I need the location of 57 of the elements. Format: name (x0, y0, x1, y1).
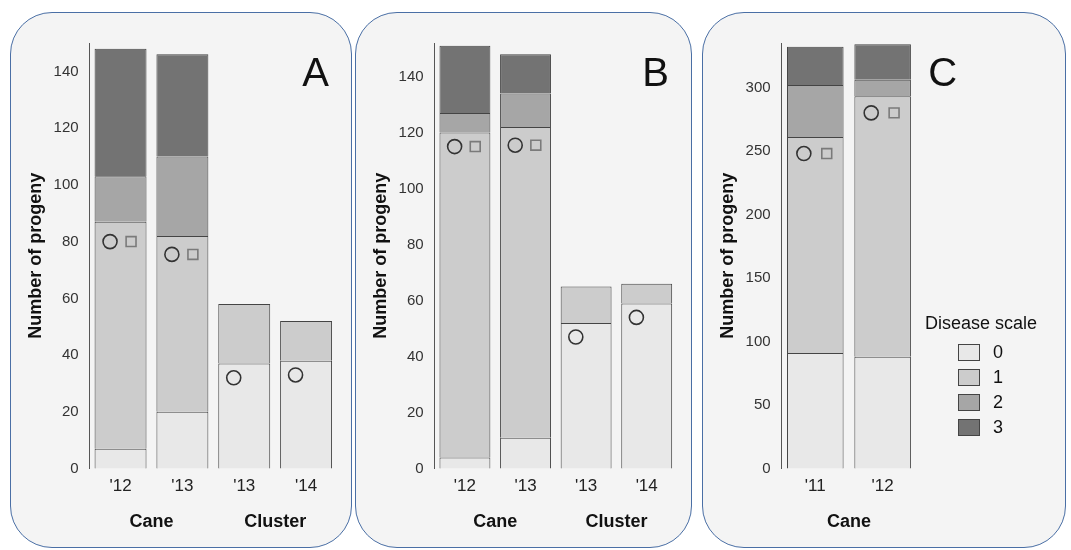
y-tick-label: 40 (61, 345, 79, 363)
y-tick-label: 100 (53, 175, 79, 193)
legend-label: 2 (993, 392, 1004, 413)
chart-title: A (302, 50, 330, 95)
y-tick-label: 0 (762, 458, 771, 476)
point (507, 137, 524, 153)
x-tick-label: '14 (635, 476, 658, 496)
y-tick-label: 40 (406, 346, 424, 364)
x-tick-label: '11 (804, 476, 826, 496)
legend-label: 1 (993, 367, 1004, 388)
y-tick-label: 60 (61, 288, 79, 306)
y-tick-label: 300 (745, 77, 771, 95)
x-tick-label: '12 (871, 476, 894, 496)
y-tick-label: 100 (398, 178, 424, 196)
point (628, 309, 645, 326)
x-tick-label: '13 (575, 476, 598, 496)
y-tick-label: 80 (61, 231, 79, 249)
y-tick-label: 120 (398, 122, 424, 140)
legend-label: 0 (993, 342, 1004, 363)
point (225, 370, 242, 386)
y-axis-title: Number of progeny (24, 172, 45, 339)
legend-title: Disease scale (925, 313, 1039, 334)
x-tick-label: '13 (233, 476, 256, 496)
point (164, 246, 180, 263)
y-tick-label: 0 (70, 458, 79, 476)
x-tick-label: '13 (171, 476, 194, 496)
chart-title: C (928, 50, 958, 95)
y-tick-label: 100 (745, 331, 771, 349)
y-tick-label: 250 (745, 141, 771, 159)
y-tick-label: 60 (406, 290, 424, 308)
legend-label: 3 (993, 417, 1004, 438)
y-tick-label: 140 (53, 61, 79, 79)
x-tick-label: '13 (514, 476, 537, 496)
y-tick-label: 120 (53, 118, 79, 136)
y-axis-title: Number of progeny (369, 172, 390, 339)
y-tick-label: 80 (406, 234, 424, 252)
y-tick-label: 140 (398, 66, 424, 84)
y-tick-label: 50 (753, 395, 771, 413)
point (446, 138, 463, 155)
text: Cane (826, 510, 871, 531)
x-tick-label: '12 (109, 476, 132, 496)
text: Cane (473, 510, 518, 531)
text: Cane (129, 510, 174, 531)
y-tick-label: 20 (61, 401, 79, 419)
y-axis-title: Number of progeny (716, 172, 737, 339)
text: Cluster (585, 510, 648, 531)
point (102, 233, 118, 250)
y-tick-label: 200 (745, 204, 771, 222)
y-tick-label: 150 (745, 268, 771, 286)
text: Cluster (244, 510, 307, 531)
y-tick-label: 0 (415, 458, 424, 476)
x-tick-label: '12 (453, 476, 476, 496)
y-tick-label: 20 (406, 402, 424, 420)
x-tick-label: '14 (295, 476, 318, 496)
point (568, 329, 584, 345)
chart-title: B (642, 50, 669, 95)
point (287, 367, 304, 383)
